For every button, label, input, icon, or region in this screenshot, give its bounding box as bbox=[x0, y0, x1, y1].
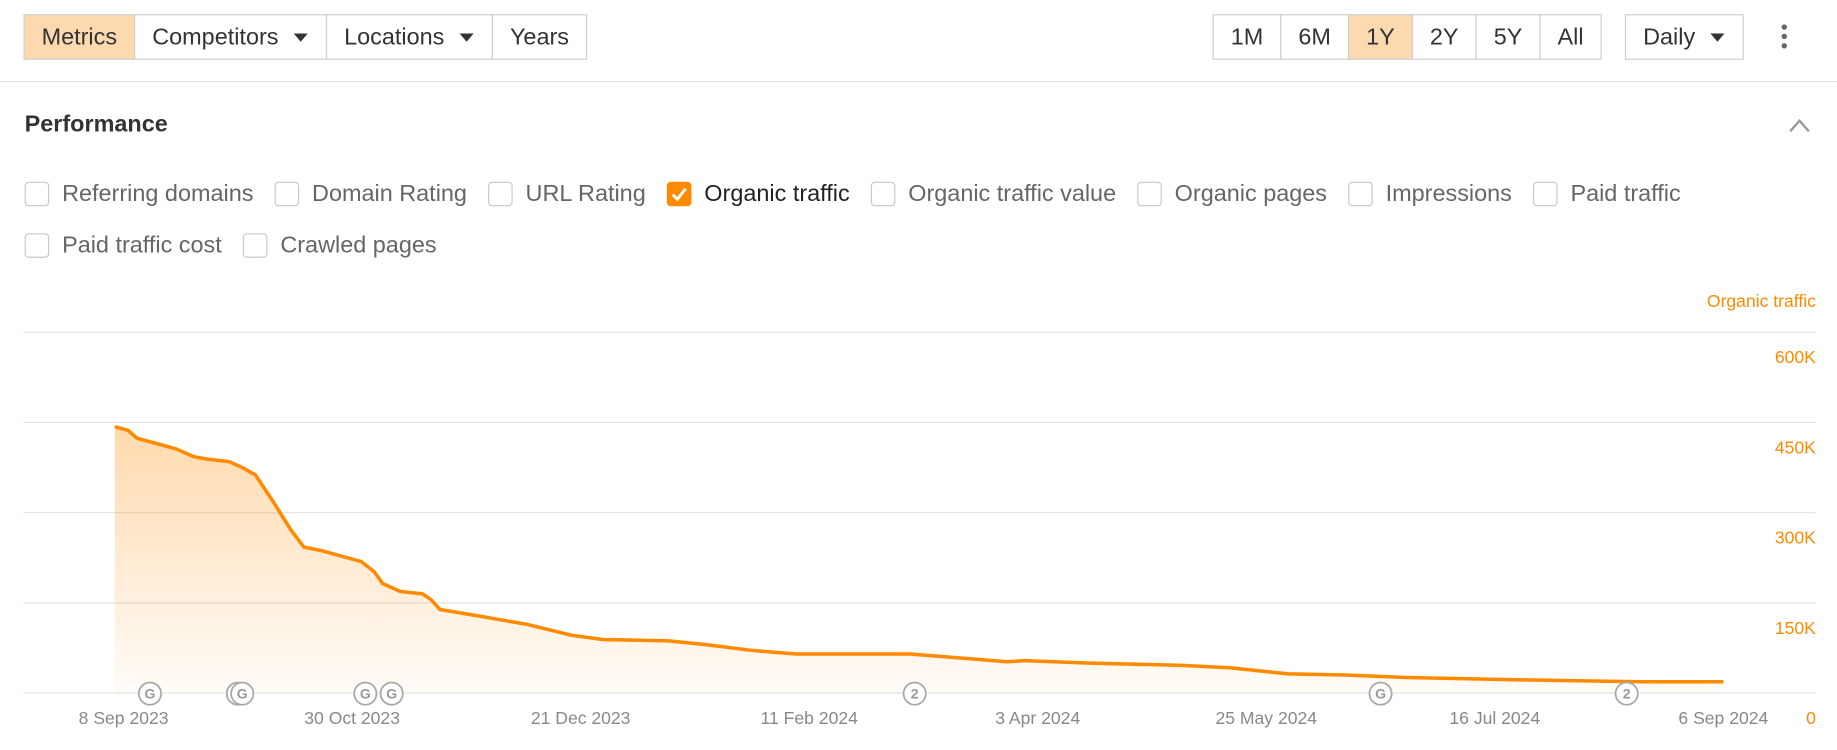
annotation-marker[interactable] bbox=[902, 681, 927, 706]
annotation-marker[interactable] bbox=[230, 681, 255, 706]
x-tick-label: 16 Jul 2024 bbox=[1449, 708, 1540, 728]
annotation-label: G bbox=[145, 686, 156, 702]
annotation-marker[interactable] bbox=[137, 681, 162, 706]
x-tick-label: 21 Dec 2023 bbox=[531, 708, 631, 728]
axis-title: Organic traffic bbox=[1707, 291, 1816, 311]
more-menu[interactable] bbox=[1781, 33, 1787, 40]
button[interactable] bbox=[134, 14, 328, 60]
checkbox-label[interactable]: Organic traffic bbox=[704, 180, 850, 206]
checkbox[interactable] bbox=[1348, 181, 1373, 207]
dropdown-arrow bbox=[1710, 33, 1725, 42]
line bbox=[114, 424, 1724, 684]
checkbox-label[interactable]: Impressions bbox=[1386, 180, 1512, 206]
button[interactable] bbox=[491, 14, 588, 60]
more-menu[interactable] bbox=[1781, 24, 1787, 30]
checkbox[interactable] bbox=[1137, 181, 1162, 207]
button-label: Locations bbox=[344, 23, 444, 49]
section-title: Performance bbox=[25, 111, 168, 137]
annotation-label: G bbox=[360, 686, 371, 702]
button-label: 6M bbox=[1298, 23, 1331, 49]
checkbox-label[interactable]: Crawled pages bbox=[280, 231, 436, 257]
x-tick-label: 30 Oct 2023 bbox=[304, 708, 400, 728]
checkbox[interactable] bbox=[24, 233, 50, 258]
annotation-marker[interactable] bbox=[1614, 681, 1639, 706]
button-label: 1M bbox=[1231, 23, 1264, 49]
button[interactable] bbox=[1624, 14, 1744, 60]
checkbox-label[interactable]: URL Rating bbox=[526, 180, 646, 206]
y-tick-label: 150K bbox=[1775, 618, 1816, 638]
checkbox-label[interactable]: Organic traffic value bbox=[908, 180, 1116, 206]
button-label: 2Y bbox=[1430, 23, 1459, 49]
x-tick-label: 25 May 2024 bbox=[1216, 708, 1318, 728]
checkbox-label[interactable]: Paid traffic cost bbox=[62, 231, 222, 257]
annotation-label: G bbox=[386, 686, 397, 702]
annotation-marker[interactable] bbox=[379, 681, 404, 706]
x-tick-label: 3 Apr 2024 bbox=[995, 708, 1080, 728]
checkbox[interactable] bbox=[1532, 181, 1558, 207]
x-tick-label: 11 Feb 2024 bbox=[761, 708, 859, 728]
y-tick-label: 0 bbox=[1806, 708, 1816, 728]
checkbox-label[interactable]: Paid traffic bbox=[1570, 180, 1681, 206]
checkmark bbox=[671, 187, 687, 202]
checkbox[interactable] bbox=[274, 181, 300, 207]
more-menu[interactable] bbox=[1781, 43, 1787, 49]
button[interactable] bbox=[1411, 14, 1477, 60]
dropdown-arrow bbox=[459, 33, 474, 42]
checkbox[interactable] bbox=[488, 181, 513, 207]
collapse-toggle[interactable] bbox=[1789, 119, 1810, 133]
x-tick-label: 6 Sep 2024 bbox=[1678, 708, 1768, 728]
y-tick-label: 600K bbox=[1775, 347, 1816, 367]
annotation-label: G bbox=[237, 686, 248, 702]
button-label: Metrics bbox=[42, 23, 117, 49]
annotation-label: G bbox=[1375, 686, 1386, 702]
button-label: Competitors bbox=[152, 23, 278, 49]
dropdown-arrow bbox=[293, 33, 308, 42]
checkbox[interactable] bbox=[666, 181, 692, 207]
button-label: Daily bbox=[1643, 23, 1695, 49]
y-tick-label: 450K bbox=[1775, 437, 1816, 457]
button[interactable] bbox=[1280, 14, 1350, 60]
checkbox[interactable] bbox=[242, 233, 268, 258]
button-label: 5Y bbox=[1494, 23, 1523, 49]
button-label: 1Y bbox=[1366, 23, 1395, 49]
area-fill bbox=[114, 426, 1724, 693]
button[interactable] bbox=[1539, 14, 1602, 60]
checkbox-label[interactable]: Organic pages bbox=[1175, 180, 1327, 206]
button[interactable] bbox=[1475, 14, 1541, 60]
button-label: All bbox=[1558, 23, 1584, 49]
annotation-marker[interactable] bbox=[1368, 681, 1393, 706]
button[interactable] bbox=[1212, 14, 1282, 60]
x-tick-label: 8 Sep 2023 bbox=[79, 708, 169, 728]
checkbox-label[interactable]: Referring domains bbox=[62, 180, 253, 206]
checkbox[interactable] bbox=[24, 181, 50, 207]
checkbox[interactable] bbox=[870, 181, 896, 207]
checkbox-label[interactable]: Domain Rating bbox=[312, 180, 467, 206]
annotation-marker[interactable] bbox=[353, 681, 378, 706]
annotation-label: 2 bbox=[911, 686, 919, 702]
y-tick-label: 300K bbox=[1775, 528, 1816, 548]
annotation-label: 2 bbox=[1623, 686, 1631, 702]
button-label: Years bbox=[510, 23, 569, 49]
